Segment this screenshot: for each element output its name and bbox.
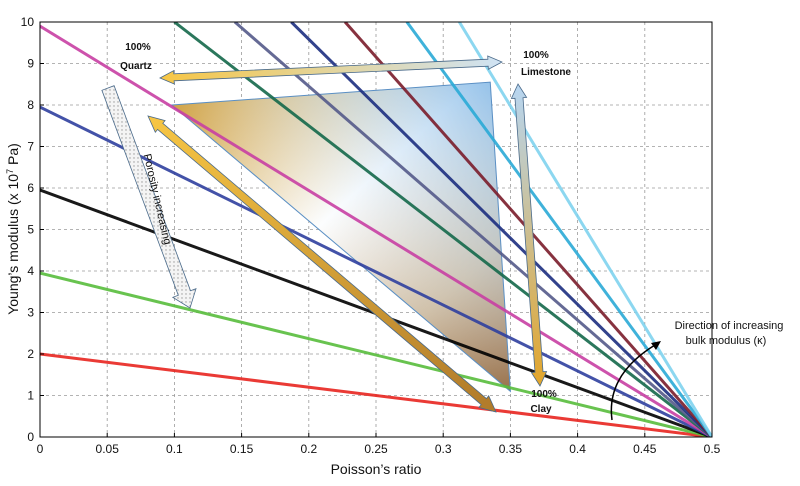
x-tick-label: 0.25 (364, 442, 388, 456)
series-line-7 (290, 22, 712, 437)
series-line-0 (40, 352, 712, 437)
series-line-10 (458, 22, 712, 437)
y-axis-label: Young’s modulus (x 107 Pa) (5, 143, 21, 315)
y-tick-label: 1 (27, 389, 34, 403)
x-tick-label: 0.45 (633, 442, 657, 456)
y-tick-label: 6 (27, 181, 34, 195)
x-ticks: 0 0.05 0.1 0.15 0.2 0.25 0.3 0.35 0.4 0.45 0.5 (37, 433, 721, 456)
x-tick-label: 0 (37, 442, 44, 456)
quartz-label-line1: 100% (125, 42, 151, 53)
bulk-modulus-arrowhead (651, 341, 661, 350)
x-tick-label: 0.15 (230, 442, 254, 456)
x-tick-label: 0.1 (166, 442, 183, 456)
clay-label-line1: 100% (531, 389, 557, 400)
clay-label-line2: Clay (530, 404, 552, 415)
x-tick-label: 0.5 (704, 442, 721, 456)
y-tick-label: 2 (27, 347, 34, 361)
x-tick-label: 0.2 (300, 442, 317, 456)
y-ticks: 0 1 2 3 4 5 6 7 8 9 10 (21, 15, 44, 444)
series-line-6 (233, 22, 712, 437)
series-line-3 (40, 105, 712, 437)
bulk-modulus-curved-arrow (610, 344, 656, 421)
bulk-modulus-label-line2: bulk modulus (κ) (686, 335, 767, 347)
x-tick-label: 0.3 (435, 442, 452, 456)
arrows (101, 55, 548, 413)
y-axis-label-superscript: 7 (5, 169, 15, 174)
x-tick-label: 0.05 (96, 442, 120, 456)
bulk-modulus-label-line1: Direction of increasing (675, 320, 784, 332)
y-tick-label: 4 (27, 264, 34, 278)
y-tick-label: 5 (27, 223, 34, 237)
x-axis-label: Poisson’s ratio (331, 461, 422, 477)
y-tick-label: 3 (27, 306, 34, 320)
limestone-label-line2: Limestone (521, 67, 571, 78)
series-lines (40, 22, 712, 437)
y-tick-label: 0 (27, 430, 34, 444)
series-line-9 (405, 22, 712, 437)
y-tick-label: 9 (27, 57, 34, 71)
series-line-4 (40, 24, 712, 437)
series-line-1 (40, 271, 712, 437)
quartz-label-line2: Quartz (120, 61, 152, 72)
y-tick-label: 8 (27, 98, 34, 112)
x-tick-label: 0.4 (569, 442, 586, 456)
limestone-clay-arrow (510, 83, 548, 387)
series-line-5 (173, 22, 712, 437)
limestone-label-line1: 100% (523, 50, 549, 61)
x-tick-label: 0.35 (499, 442, 523, 456)
y-tick-label: 7 (27, 140, 34, 154)
quartz-clay-arrow (147, 115, 497, 413)
y-tick-label: 10 (21, 15, 35, 29)
porosity-arrow (101, 85, 197, 309)
quartz-limestone-arrow (159, 55, 503, 85)
